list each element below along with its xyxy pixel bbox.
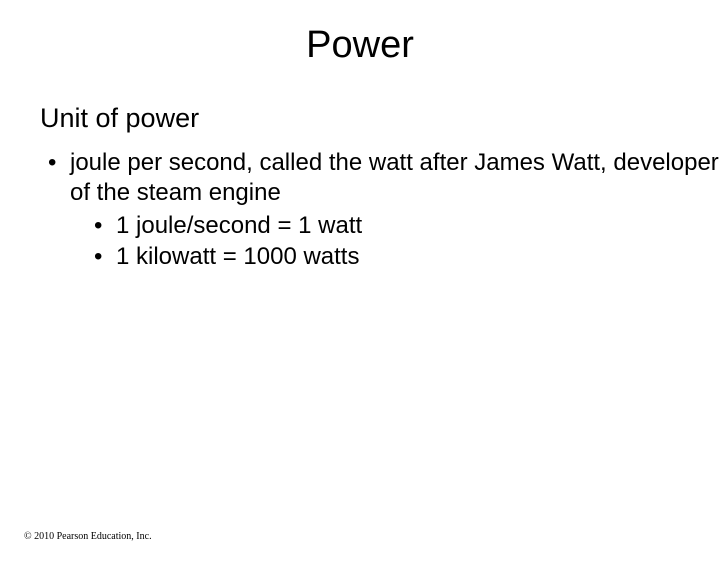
list-item: joule per second, called the watt after … <box>48 148 720 272</box>
copyright-footer: © 2010 Pearson Education, Inc. <box>24 531 152 542</box>
slide-subtitle: Unit of power <box>40 103 720 134</box>
list-item: 1 joule/second = 1 watt <box>94 210 720 241</box>
slide-title: Power <box>0 24 720 67</box>
bullet-text: 1 joule/second = 1 watt <box>116 212 362 239</box>
bullet-list: joule per second, called the watt after … <box>48 148 720 272</box>
list-item: 1 kilowatt = 1000 watts <box>94 241 720 272</box>
bullet-text: 1 kilowatt = 1000 watts <box>116 243 359 270</box>
sub-list: 1 joule/second = 1 watt 1 kilowatt = 100… <box>94 210 720 272</box>
bullet-text: joule per second, called the watt after … <box>70 149 719 206</box>
slide: Power Unit of power joule per second, ca… <box>0 24 720 564</box>
